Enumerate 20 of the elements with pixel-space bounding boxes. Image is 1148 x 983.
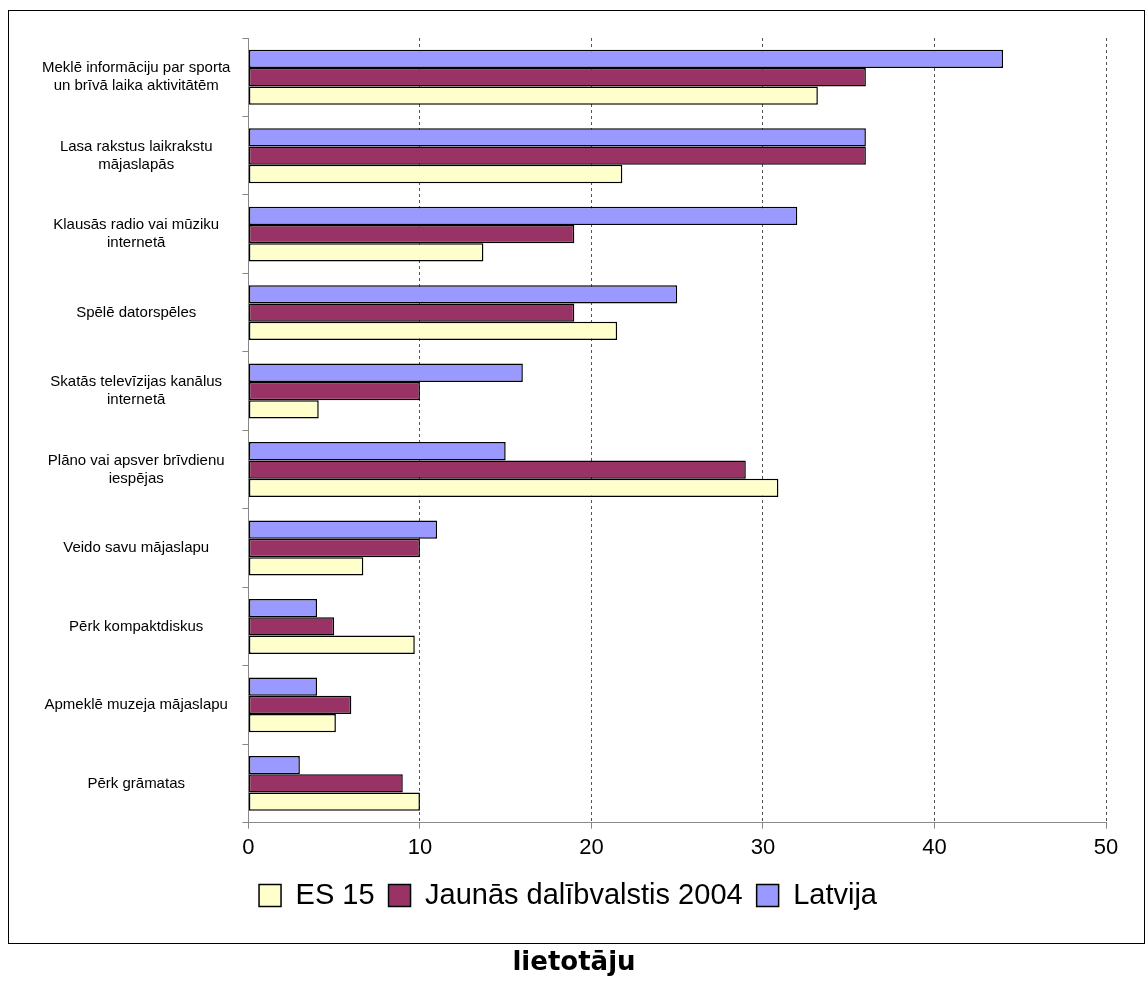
x-tick-label: 10 xyxy=(407,833,433,859)
x-tick-label: 30 xyxy=(750,833,776,859)
y-tick-label: Spēlē datorspēles xyxy=(76,302,197,320)
legend-label: Jaunās dalībvalstis 2004 xyxy=(425,877,743,910)
y-tick-label: Klausās radio vai mūziku internetā xyxy=(53,215,220,251)
legend-label: ES 15 xyxy=(295,877,375,910)
y-tick-label: Pērk grāmatas xyxy=(87,773,185,791)
x-tick-label: 0 xyxy=(242,833,255,859)
x-tick-label: 50 xyxy=(1093,833,1119,859)
x-tick-label: 40 xyxy=(922,833,947,859)
y-tick-label: Lasa rakstus laikrakstu mājaslapās xyxy=(59,136,213,172)
y-tick-label: Meklē informāciju par sporta un brīvā laika aktivitātēm xyxy=(41,58,232,94)
y-tick-label: Veido savu mājaslapu xyxy=(63,538,210,556)
y-tick-label: Apmeklē muzeja mājaslapu xyxy=(44,695,228,713)
x-axis-title: lietotāju xyxy=(511,946,637,976)
x-tick-label: 20 xyxy=(579,833,604,859)
legend-label: Latvija xyxy=(793,877,878,910)
y-tick-label: Plāno vai apsver brīvdienu iespējas xyxy=(47,450,225,486)
y-tick-label: Skatās televīzijas kanālus internetā xyxy=(50,372,223,408)
y-tick-label: Pērk kompaktdiskus xyxy=(69,616,204,634)
